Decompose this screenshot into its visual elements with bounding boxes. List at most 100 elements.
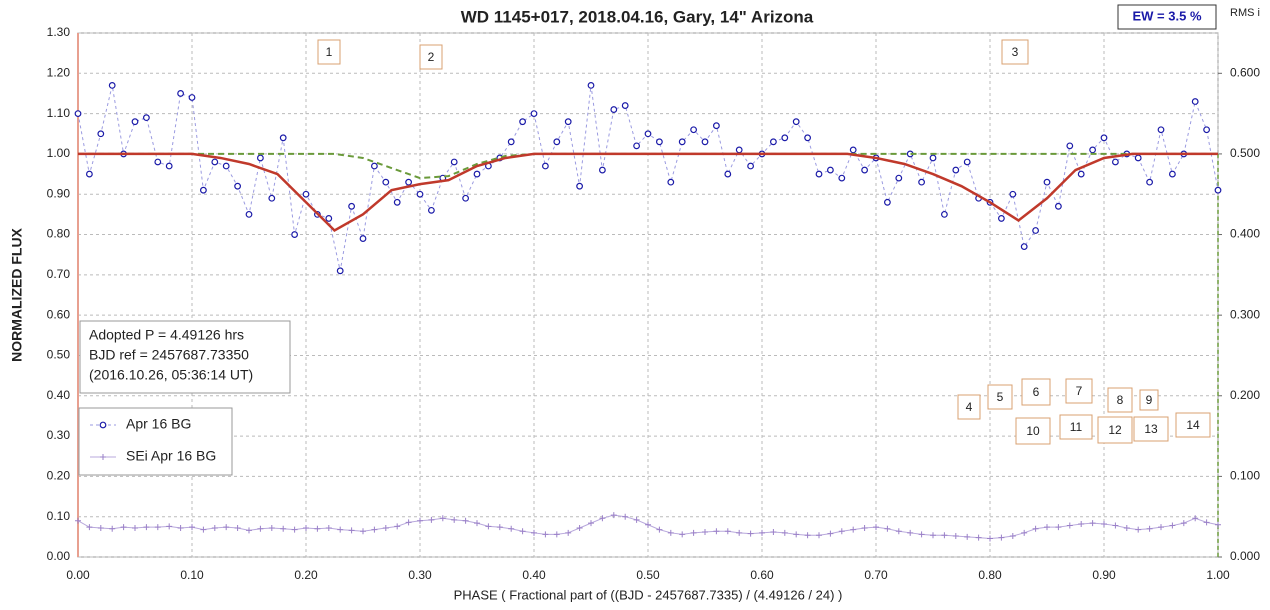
data-point [690,529,697,536]
data-point [918,531,925,538]
data-point [667,178,675,186]
data-point [279,134,287,142]
annotation-label: 12 [1108,423,1122,437]
data-point [804,532,811,539]
x-tick-label: 0.00 [66,568,90,582]
data-point [838,174,846,182]
y2-label: RMS i [1230,7,1260,19]
data-point [918,178,925,186]
data-point [85,170,93,178]
y2-tick-label: 0.400 [1230,227,1260,241]
annotation-box [1059,414,1093,440]
data-point [382,524,389,531]
data-point [599,515,606,522]
data-point [120,524,127,531]
data-point [234,524,241,531]
data-point [553,531,560,538]
data-point [930,532,936,539]
y2-tick-label: 0.200 [1230,388,1260,402]
x-tick-label: 0.30 [408,568,432,582]
data-point [713,528,720,535]
data-point [1168,170,1176,178]
data-point [952,533,959,540]
data-point [348,527,355,534]
data-point [542,162,549,170]
data-point [519,118,526,126]
data-point [485,523,492,530]
data-point [1089,146,1096,154]
data-point [154,158,162,166]
data-point [736,529,743,536]
data-point [633,516,640,523]
x-tick-label: 1.00 [1206,568,1230,582]
data-point [1180,520,1187,527]
y-tick-label: 1.20 [47,65,71,79]
annotation-label: 9 [1146,393,1153,407]
data-point [599,166,606,174]
data-point [987,535,993,542]
data-point [1123,524,1130,531]
data-point [1191,98,1199,105]
y-tick-label: 1.30 [47,25,71,39]
data-point [576,182,583,190]
data-point [462,194,470,202]
data-point [280,525,287,532]
y-tick-label: 0.90 [47,186,71,200]
data-point [336,267,344,275]
data-point [496,524,503,531]
data-point [108,81,116,89]
data-point [348,202,356,210]
data-point [781,134,789,142]
annotation-label: 2 [428,50,435,64]
data-point [450,158,458,166]
data-point [1032,227,1039,234]
data-point [884,525,891,532]
data-point [142,114,150,122]
data-point [211,158,219,166]
data-point [621,102,629,109]
data-point [200,526,207,533]
data-point [963,158,971,166]
y2-tick-label: 0.500 [1230,146,1260,160]
legend-box [78,407,233,476]
data-point [428,516,435,523]
annotation-label: 10 [1026,424,1040,438]
annotation-label: 13 [1144,422,1158,436]
annotation-box [317,39,341,65]
data-point [1169,522,1176,529]
data-point [291,526,298,533]
data-point [815,170,823,178]
legend-marker [100,454,106,460]
x-tick-label: 0.70 [864,568,888,582]
annotation-box [987,384,1013,410]
data-point [576,524,583,531]
data-point [588,520,594,527]
plot-area [77,32,1219,558]
data-point [462,517,469,524]
x-axis-label: PHASE ( Fractional part of ((BJD - 24576… [454,587,843,602]
data-point [531,529,537,536]
annotation-box [1097,416,1133,444]
data-point [1146,525,1153,532]
model-curve [78,152,1218,180]
data-point [781,529,788,536]
annotation-label: 3 [1012,45,1019,59]
data-point [393,198,401,206]
data-point [735,146,743,154]
y-tick-label: 0.50 [47,348,71,362]
data-point [701,138,709,146]
annotation-box [1175,412,1211,438]
data-point [1032,525,1039,532]
ew-box [1117,4,1217,30]
data-point [645,521,651,528]
data-point [1100,134,1108,142]
data-point [1066,522,1073,529]
data-point [747,530,754,537]
data-point [804,134,811,142]
data-point [610,106,618,113]
data-point [519,528,526,535]
data-point [1009,190,1017,198]
data-point [941,532,948,539]
data-point [1158,524,1164,531]
